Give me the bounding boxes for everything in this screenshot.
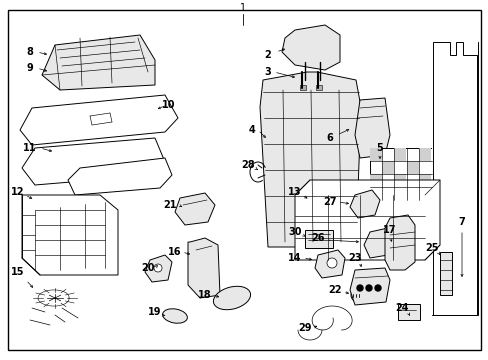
Text: 7: 7	[458, 217, 465, 227]
Text: 13: 13	[287, 187, 301, 197]
Circle shape	[154, 264, 162, 272]
Text: 5: 5	[376, 143, 383, 153]
Ellipse shape	[163, 309, 187, 323]
Circle shape	[326, 258, 336, 268]
Polygon shape	[282, 25, 339, 70]
Polygon shape	[260, 72, 360, 247]
Text: 17: 17	[383, 225, 396, 235]
Text: 18: 18	[198, 290, 211, 300]
Polygon shape	[68, 158, 172, 195]
Bar	[369, 148, 381, 161]
Text: 21: 21	[163, 200, 176, 210]
Bar	[369, 148, 431, 200]
Circle shape	[356, 285, 362, 291]
Text: 14: 14	[287, 253, 301, 263]
Text: 29: 29	[298, 323, 311, 333]
Text: 23: 23	[347, 253, 361, 263]
Text: 25: 25	[425, 243, 438, 253]
Text: 8: 8	[26, 47, 33, 57]
Text: 19: 19	[148, 307, 162, 317]
Polygon shape	[432, 42, 476, 315]
Polygon shape	[175, 193, 215, 225]
Text: 15: 15	[11, 267, 25, 277]
Text: 20: 20	[141, 263, 154, 273]
Polygon shape	[431, 42, 477, 315]
Text: 6: 6	[326, 133, 333, 143]
Text: 16: 16	[168, 247, 182, 257]
Polygon shape	[439, 252, 451, 295]
Bar	[406, 161, 418, 174]
Polygon shape	[314, 250, 345, 278]
Bar	[397, 304, 419, 320]
Polygon shape	[42, 35, 155, 90]
Bar	[418, 148, 430, 161]
Polygon shape	[354, 98, 389, 158]
Polygon shape	[349, 268, 389, 305]
Text: 27: 27	[323, 197, 336, 207]
Text: 4: 4	[248, 125, 255, 135]
Polygon shape	[20, 95, 178, 145]
Text: 1: 1	[240, 3, 245, 13]
Text: 3: 3	[264, 67, 271, 77]
Bar	[299, 85, 305, 90]
Text: 9: 9	[26, 63, 33, 73]
Bar	[418, 174, 430, 187]
Polygon shape	[363, 228, 393, 258]
Polygon shape	[22, 138, 164, 185]
Bar	[369, 174, 381, 187]
Bar	[381, 161, 393, 174]
Polygon shape	[22, 195, 118, 275]
Text: 12: 12	[11, 187, 25, 197]
Polygon shape	[294, 180, 439, 260]
Text: 11: 11	[23, 143, 37, 153]
Text: 2: 2	[264, 50, 271, 60]
Text: 10: 10	[161, 100, 175, 110]
Circle shape	[374, 285, 380, 291]
Polygon shape	[145, 255, 172, 282]
Polygon shape	[384, 215, 414, 270]
Text: 22: 22	[327, 285, 341, 295]
Text: 24: 24	[394, 303, 408, 313]
Bar	[381, 187, 393, 200]
Bar	[315, 85, 321, 90]
Polygon shape	[431, 42, 477, 315]
Bar	[393, 148, 405, 161]
Circle shape	[350, 288, 364, 302]
Ellipse shape	[213, 286, 250, 310]
Text: 28: 28	[241, 160, 254, 170]
Bar	[305, 230, 332, 248]
Bar	[406, 187, 418, 200]
Text: 26: 26	[311, 233, 324, 243]
Text: 30: 30	[287, 227, 301, 237]
Circle shape	[365, 285, 371, 291]
Polygon shape	[349, 190, 379, 218]
Bar	[393, 174, 405, 187]
Polygon shape	[187, 238, 220, 298]
